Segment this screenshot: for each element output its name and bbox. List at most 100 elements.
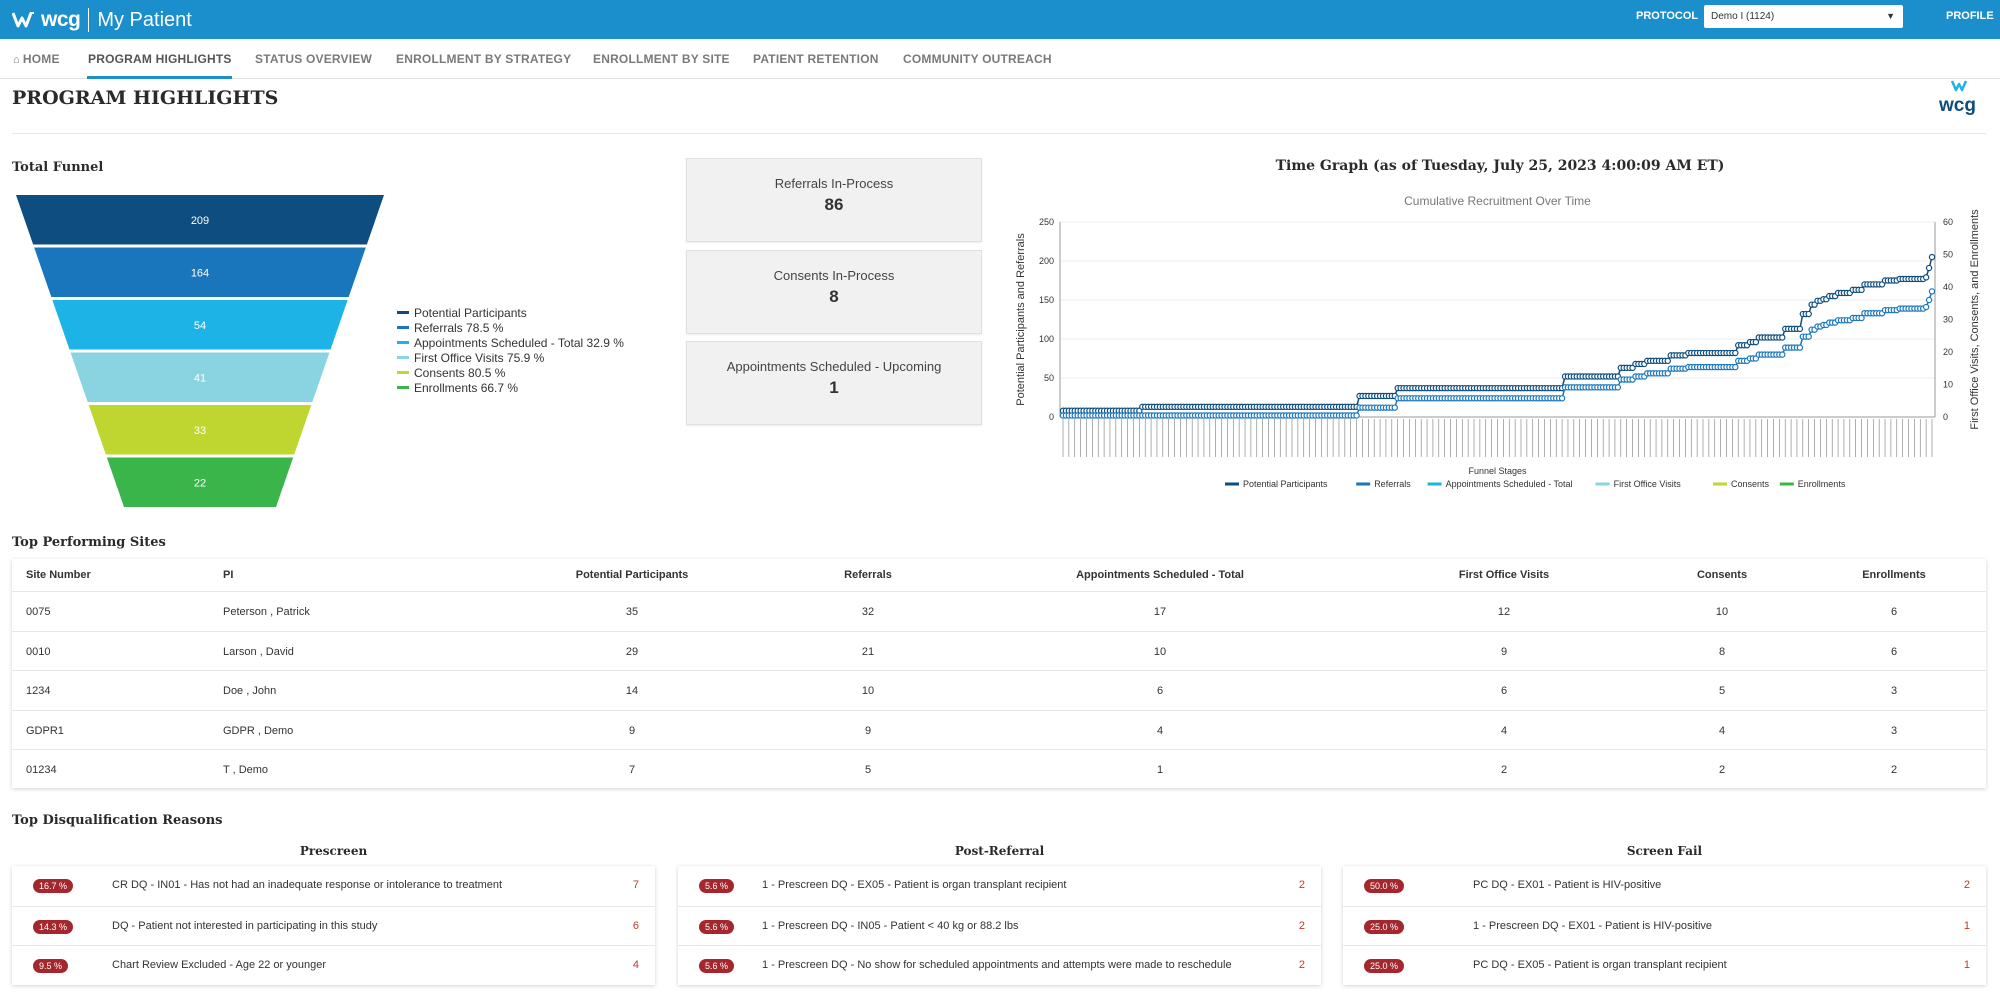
funnel-legend-item[interactable]: Appointments Scheduled - Total 32.9 % [397, 335, 624, 350]
chart-legend-label[interactable]: First Office Visits [1614, 479, 1682, 489]
table-cell: 0010 [26, 645, 51, 658]
chart-subtitle: Cumulative Recruitment Over Time [1404, 194, 1591, 208]
table-cell: Doe , John [223, 685, 277, 697]
chart-legend-label[interactable]: Enrollments [1798, 479, 1846, 489]
kpi-label: Appointments Scheduled - Upcoming [726, 359, 942, 374]
app-logo[interactable]: wcg My Patient [12, 8, 192, 32]
chart-legend-label[interactable]: Potential Participants [1243, 479, 1328, 489]
table-row[interactable]: 0010 Larson , David 29 21 10 9 8 6 [12, 630, 1986, 670]
nav-patient-retention[interactable]: PATIENT RETENTION [753, 52, 879, 66]
y2-tick-label: 60 [1943, 217, 1953, 227]
legend-swatch [397, 341, 409, 344]
nav-enrollment-by-site[interactable]: ENROLLMENT BY SITE [593, 52, 730, 66]
dq-row[interactable]: 16.7 % CR DQ - IN01 - Has not had an inad… [12, 866, 655, 905]
dq-column-title: Post-Referral [954, 844, 1045, 858]
nav-community-outreach[interactable]: COMMUNITY OUTREACH [903, 52, 1052, 66]
y-axis-label: Potential Participants and Referrals [1015, 233, 1027, 406]
dq-reason: 1 - Prescreen DQ - EX01 - Patient is HIV… [1473, 919, 1713, 932]
funnel-stage[interactable] [52, 300, 348, 350]
funnel-stage[interactable] [106, 457, 294, 508]
table-row[interactable]: 1234 Doe , John 14 10 6 6 5 3 [12, 670, 1986, 709]
sites-table: Site Number PI Potential Participants Refer… [12, 559, 1986, 788]
table-cell: 3 [1890, 724, 1898, 737]
dq-reason: Chart Review Excluded - Age 22 or younge… [112, 959, 327, 971]
table-cell: 2 [1890, 764, 1898, 776]
dq-reason: 1 - Prescreen DQ - IN05 - Patient < 40 k… [762, 919, 1019, 932]
nav-enrollment-by-strategy[interactable]: ENROLLMENT BY STRATEGY [396, 52, 572, 66]
kpi-consents-in-process: Consents In-Process 8 [686, 250, 982, 334]
wcg-corner-logo-icon: wcg [1938, 80, 1976, 116]
legend-label: Consents 80.5 % [414, 365, 506, 380]
protocol-select[interactable]: Demo I (1124) ▼ [1704, 5, 1903, 28]
dq-percent-badge: 14.3 % [33, 919, 74, 934]
time-graph-chart: Cumulative Recruitment Over Time05010015… [1015, 194, 1981, 489]
chart-legend-label[interactable]: Appointments Scheduled - Total [1446, 479, 1573, 489]
dq-row[interactable]: 5.6 % 1 - Prescreen DQ - No show for sche… [678, 945, 1321, 984]
table-cell: 32 [861, 606, 875, 618]
chart-legend-label[interactable]: Consents [1731, 479, 1770, 489]
funnel-stage[interactable] [70, 352, 330, 403]
table-header-cell[interactable]: Appointments Scheduled - Total [1076, 569, 1244, 581]
funnel-stage[interactable] [16, 195, 384, 245]
table-header-cell[interactable]: Referrals [844, 569, 892, 581]
chart-legend-label[interactable]: Referrals [1374, 479, 1411, 489]
dq-percent-badge: 25.0 % [1364, 919, 1405, 934]
table-cell: GDPR1 [26, 724, 64, 737]
table-header-cell[interactable]: Potential Participants [575, 569, 689, 581]
funnel-legend-item[interactable]: Enrollments 66.7 % [397, 380, 624, 395]
table-row[interactable]: 0075 Peterson , Patrick 35 32 17 12 10 6 [12, 591, 1986, 630]
legend-label: Enrollments 66.7 % [414, 380, 519, 395]
table-row[interactable]: 01234 T , Demo 7 5 1 2 2 2 [12, 749, 1986, 788]
y-tick-label: 150 [1039, 295, 1054, 305]
top-bar: wcg My Patient PROTOCOL Demo I (1124) ▼ … [0, 0, 2000, 39]
table-row[interactable]: GDPR1 GDPR , Demo 9 9 4 4 4 3 [12, 709, 1986, 749]
series-point [1391, 404, 1398, 411]
nav-program-highlights[interactable]: PROGRAM HIGHLIGHTS [88, 52, 232, 66]
logo-divider [88, 8, 90, 32]
table-header-cell[interactable]: Enrollments [1862, 569, 1926, 581]
table-cell: 4 [1156, 724, 1164, 737]
table-header-cell[interactable]: First Office Visits [1458, 569, 1550, 581]
table-header-cell[interactable]: PI [223, 569, 234, 581]
kpi-appointments-upcoming: Appointments Scheduled - Upcoming 1 [686, 341, 982, 425]
dq-count: 2 [1298, 919, 1305, 932]
dq-row[interactable]: 25.0 % PC DQ - EX05 - Patient is organ tr… [1343, 945, 1986, 984]
series-point [1928, 288, 1936, 295]
protocol-label: PROTOCOL [1636, 10, 1699, 22]
table-cell: 6 [1890, 645, 1898, 658]
dq-row[interactable]: 25.0 % 1 - Prescreen DQ - EX01 - Patient … [1343, 905, 1986, 945]
table-cell: 9 [1500, 645, 1508, 658]
funnel-legend-item[interactable]: Potential Participants [397, 305, 624, 320]
series-point [1779, 334, 1786, 341]
legend-label: Potential Participants [414, 305, 527, 320]
table-cell: 4 [1500, 724, 1508, 737]
page-title: PROGRAM HIGHLIGHTS [12, 87, 279, 109]
nav-status-overview[interactable]: STATUS OVERVIEW [255, 52, 373, 66]
dq-row[interactable]: 9.5 % Chart Review Excluded - Age 22 or y… [12, 945, 655, 984]
dq-column-title: Prescreen [299, 844, 368, 858]
dq-percent-badge: 9.5 % [33, 959, 69, 973]
dq-card: 16.7 % CR DQ - IN01 - Has not had an inad… [12, 866, 655, 985]
table-header-cell[interactable]: Consents [1696, 569, 1748, 581]
nav-home[interactable]: ⌂ HOME [13, 52, 60, 66]
dq-row[interactable]: 5.6 % 1 - Prescreen DQ - IN05 - Patient <… [678, 905, 1321, 945]
dq-row[interactable]: 5.6 % 1 - Prescreen DQ - EX05 - Patient i… [678, 866, 1321, 905]
funnel-legend-item[interactable]: Consents 80.5 % [397, 365, 624, 380]
dq-row[interactable]: 14.3 % DQ - Patient not interested in par… [12, 905, 655, 945]
dq-row[interactable]: 50.0 % PC DQ - EX01 - Patient is HIV-posi… [1343, 866, 1986, 905]
table-header-cell[interactable]: Site Number [26, 569, 91, 581]
series-point [1752, 338, 1760, 346]
profile-link[interactable]: PROFILE [1946, 10, 1994, 22]
legend-swatch [397, 326, 409, 329]
dq-count: 4 [632, 959, 639, 971]
funnel-legend-item[interactable]: First Office Visits 75.9 % [397, 350, 624, 365]
funnel-stage[interactable] [34, 247, 366, 298]
funnel-stage[interactable] [88, 405, 312, 455]
series-point [1353, 412, 1360, 419]
app-name: My Patient [97, 8, 192, 31]
table-cell: 17 [1153, 606, 1167, 618]
time-graph-title: Time Graph (as of Tuesday, July 25, 2023… [1275, 158, 1725, 174]
funnel-legend-item[interactable]: Referrals 78.5 % [397, 320, 624, 335]
protocol-selected-value: Demo I (1124) [1711, 11, 1775, 22]
y2-tick-label: 20 [1943, 347, 1953, 357]
